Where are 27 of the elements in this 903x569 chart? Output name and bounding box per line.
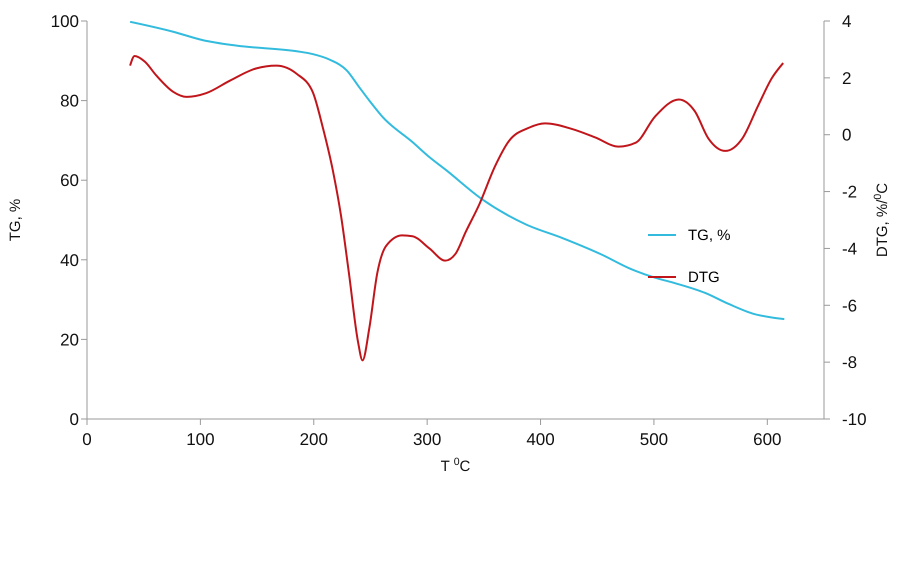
y-axis-title: TG, %	[7, 198, 24, 242]
x-tick-label: 0	[82, 430, 92, 450]
y-tick-label: 20	[60, 330, 79, 350]
y2-tick-label: -10	[842, 410, 867, 430]
x-tick-label: 600	[753, 430, 782, 450]
y-tick-label: 40	[60, 250, 79, 270]
x-tick-label: 100	[186, 430, 215, 450]
x-tick-label: 500	[640, 430, 668, 450]
y-tick-label: 100	[50, 12, 79, 32]
y-tick-label: 80	[60, 92, 79, 111]
x-axis-title: T $^{0}$C	[440, 456, 471, 475]
y-tick-label: 60	[60, 171, 79, 190]
x-tick-label: 400	[526, 430, 555, 450]
y2-tick-label: 4	[842, 12, 852, 32]
legend-label: DTG	[688, 268, 720, 286]
line-series	[129, 21, 786, 320]
x-tick-label: 300	[412, 430, 442, 450]
y-tick-label: 0	[70, 410, 79, 430]
legend-label: TG, %	[688, 226, 731, 244]
y2-tick-label: -6	[842, 296, 858, 316]
y2-tick-label: -4	[842, 239, 858, 258]
y2-tick-label: -2	[842, 182, 858, 202]
y2-tick-label: 0	[842, 126, 852, 145]
x-tick-label: 200	[300, 430, 328, 450]
line-series	[129, 54, 784, 362]
y2-tick-label: -8	[842, 353, 858, 372]
y2-tick-label: 2	[842, 68, 852, 88]
